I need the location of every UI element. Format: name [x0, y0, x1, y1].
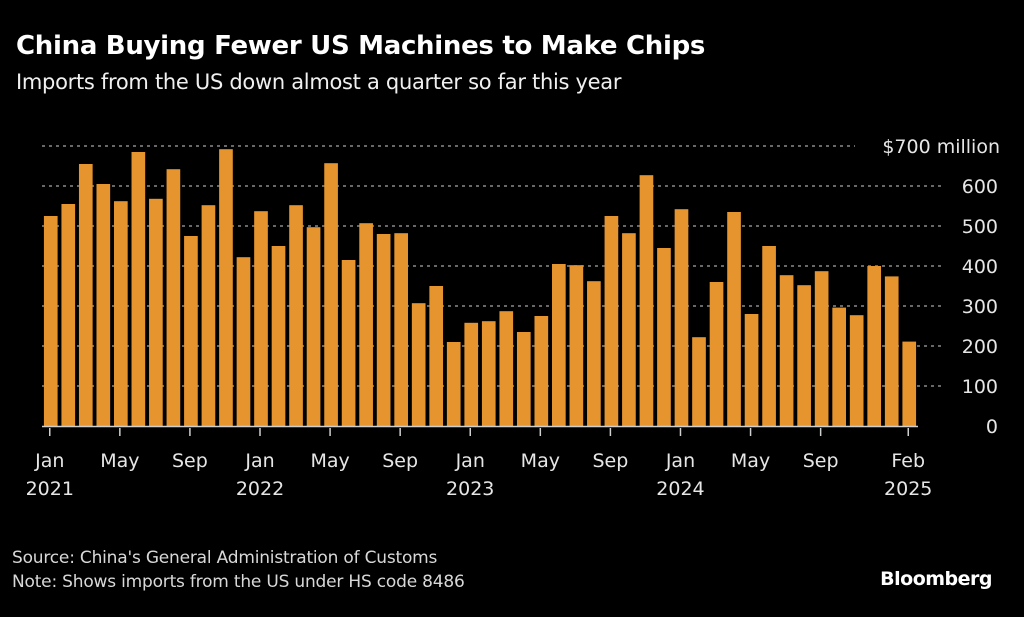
- x-tick-label: May: [731, 450, 770, 472]
- bar-2022-01: [254, 211, 268, 426]
- bar-2021-02: [61, 204, 76, 426]
- bar-2023-01: [464, 322, 479, 426]
- bar-2023-10: [622, 233, 636, 426]
- bar-2021-04: [96, 184, 111, 426]
- bar-2022-06: [341, 260, 356, 426]
- bloomberg-logo: Bloomberg: [880, 568, 992, 590]
- bar-2021-01: [43, 216, 58, 426]
- bar-2023-03: [499, 311, 514, 426]
- chart-title: China Buying Fewer US Machines to Make C…: [16, 31, 706, 61]
- bar-2023-08: [587, 281, 601, 426]
- y-tick-label: 0: [986, 416, 998, 438]
- bar-2021-05: [114, 201, 128, 426]
- x-tick-label: Jan: [665, 450, 695, 472]
- bar-2024-02: [692, 337, 706, 426]
- footnote: Note: Shows imports from the US under HS…: [12, 572, 465, 592]
- bar-2024-11: [849, 315, 864, 426]
- y-tick-label: 200: [962, 336, 998, 358]
- x-tick-label: Jan: [34, 450, 64, 472]
- bar-2024-09: [814, 271, 829, 426]
- bar-2025-01: [884, 276, 899, 426]
- bar-2022-10: [411, 303, 426, 426]
- bar-2023-02: [481, 321, 496, 426]
- x-tick-label: May: [521, 450, 560, 472]
- bar-2024-08: [797, 285, 811, 426]
- bar-2024-01: [674, 209, 689, 426]
- x-tick-label: Jan: [244, 450, 274, 472]
- gridlines: [42, 145, 945, 387]
- bar-2021-10: [201, 205, 216, 426]
- x-tick-year-label: 2024: [656, 478, 704, 500]
- bar-2024-07: [779, 275, 794, 426]
- x-tick-label: Sep: [172, 450, 208, 472]
- x-tick-label: Sep: [592, 450, 628, 472]
- y-tick-label: 400: [962, 256, 998, 278]
- bar-2022-02: [271, 246, 286, 426]
- bar-2021-12: [236, 257, 251, 426]
- x-tick-label: Sep: [382, 450, 418, 472]
- bar-2022-04: [306, 227, 321, 426]
- x-tick-year-label: 2022: [236, 478, 284, 500]
- bar-2021-07: [149, 198, 163, 426]
- y-tick-label: 100: [962, 376, 998, 398]
- chart-subtitle: Imports from the US down almost a quarte…: [16, 70, 622, 94]
- x-tick-year-label: 2025: [884, 478, 932, 500]
- bar-2021-11: [219, 149, 233, 426]
- bar-2024-12: [867, 266, 882, 426]
- x-tick-year-label: 2021: [26, 478, 74, 500]
- x-tick-label: May: [100, 450, 139, 472]
- bar-2023-07: [569, 265, 584, 426]
- bar-2021-08: [166, 169, 181, 426]
- x-axis-labels: Jan 2021 May Sep Jan 2022 May Sep Jan 2023 May Sep J…: [26, 428, 932, 500]
- bar-2022-08: [376, 234, 391, 426]
- bar-2023-09: [604, 216, 619, 426]
- y-axis-labels: 0 100 200 300 400 500 600 $700 million: [882, 136, 1000, 438]
- y-tick-label: 300: [962, 296, 998, 318]
- bar-2022-09: [394, 233, 408, 426]
- bar-2024-06: [762, 246, 776, 426]
- x-tick-label: May: [310, 450, 349, 472]
- bar-2023-06: [552, 264, 566, 426]
- bar-2023-11: [639, 175, 654, 426]
- bar-2023-12: [657, 248, 671, 426]
- bar-2024-03: [709, 282, 724, 426]
- bar-2022-11: [429, 286, 444, 426]
- x-tick-label: Feb: [891, 450, 925, 472]
- bar-2024-10: [832, 307, 846, 426]
- bar-2023-04: [516, 332, 531, 426]
- bar-2021-06: [131, 152, 146, 426]
- bar-2022-03: [289, 205, 303, 426]
- bar-2024-04: [727, 212, 741, 426]
- bar-2022-12: [446, 342, 461, 426]
- bar-2025-02: [902, 341, 917, 426]
- bar-2021-03: [78, 164, 93, 426]
- y-tick-label: 600: [962, 176, 998, 198]
- bar-2021-09: [184, 236, 198, 426]
- x-tick-label: Jan: [455, 450, 485, 472]
- bar-2024-05: [744, 314, 759, 426]
- x-tick-label: Sep: [803, 450, 839, 472]
- x-tick-year-label: 2023: [446, 478, 494, 500]
- bar-2022-05: [324, 163, 338, 426]
- bars: [43, 149, 917, 426]
- source-note: Source: China's General Administration o…: [12, 548, 438, 568]
- y-tick-label: $700 million: [882, 136, 1000, 158]
- bar-2022-07: [359, 223, 373, 426]
- y-tick-label: 500: [962, 216, 998, 238]
- bar-2023-05: [534, 316, 549, 426]
